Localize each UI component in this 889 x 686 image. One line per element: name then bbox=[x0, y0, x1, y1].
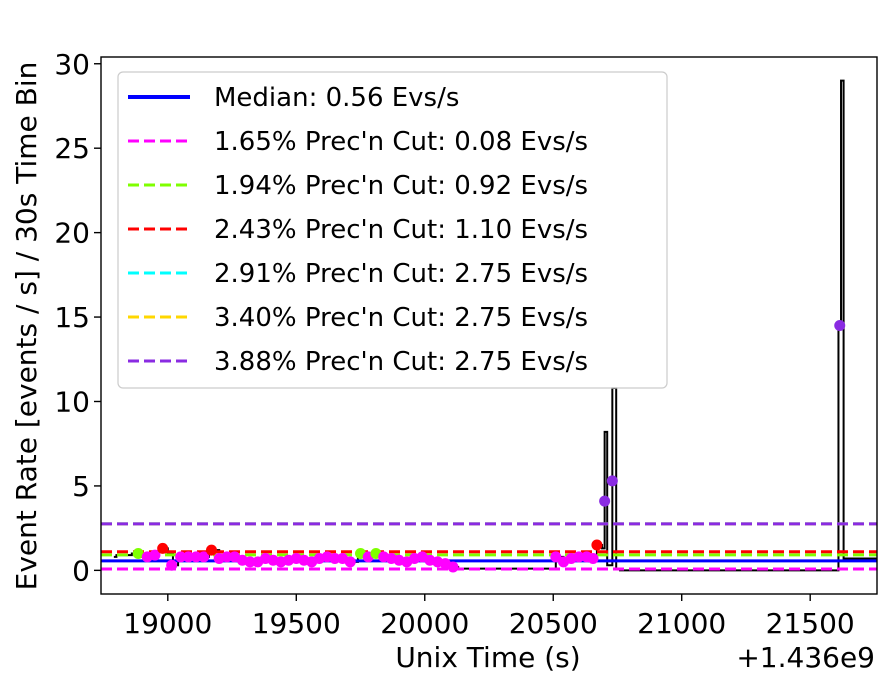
legend: Median: 0.56 Evs/s 1.65% Prec'n Cut: 0.08… bbox=[117, 71, 668, 389]
y-tick-label: 20 bbox=[54, 217, 90, 250]
data-point bbox=[190, 551, 202, 563]
data-point bbox=[344, 556, 356, 568]
y-tick-label: 5 bbox=[72, 470, 90, 503]
legend-label: 2.43% Prec'n Cut: 1.10 Evs/s bbox=[214, 215, 588, 245]
y-tick-label: 0 bbox=[72, 554, 90, 587]
legend-label: 2.91% Prec'n Cut: 2.75 Evs/s bbox=[214, 259, 588, 289]
x-tick-label: 19500 bbox=[252, 607, 341, 640]
y-axis-label: Event Rate [events / s] / 30s Time Bin bbox=[10, 62, 43, 591]
y-tick-label: 30 bbox=[54, 48, 90, 81]
data-point bbox=[329, 553, 341, 565]
data-point bbox=[198, 551, 210, 563]
data-point bbox=[591, 539, 603, 551]
legend-label: 3.40% Prec'n Cut: 2.75 Evs/s bbox=[214, 303, 588, 333]
legend-label: Median: 0.56 Evs/s bbox=[214, 83, 459, 113]
data-point bbox=[573, 551, 585, 563]
y-tick-label: 25 bbox=[54, 132, 90, 165]
x-tick-label: 20000 bbox=[380, 607, 469, 640]
data-layer bbox=[101, 79, 877, 573]
x-axis-label: Unix Time (s) bbox=[395, 641, 580, 674]
x-tick-label: 19000 bbox=[123, 607, 212, 640]
plot-content bbox=[101, 79, 877, 573]
y-tick-label: 15 bbox=[54, 301, 90, 334]
data-point bbox=[157, 542, 169, 554]
data-point bbox=[606, 475, 618, 487]
legend-box bbox=[117, 71, 668, 389]
data-point bbox=[132, 547, 144, 559]
legend-label: 1.94% Prec'n Cut: 0.92 Evs/s bbox=[214, 171, 588, 201]
data-point bbox=[244, 556, 256, 568]
x-axis-offset-label: +1.436e9 bbox=[736, 641, 875, 674]
data-point bbox=[149, 549, 161, 561]
legend-label: 3.88% Prec'n Cut: 2.75 Evs/s bbox=[214, 347, 588, 377]
data-point bbox=[166, 559, 178, 571]
y-tick-label: 10 bbox=[54, 385, 90, 418]
plot-area-frame bbox=[100, 56, 878, 595]
data-point bbox=[834, 320, 846, 331]
data-point bbox=[205, 544, 217, 556]
x-tick-label: 21000 bbox=[637, 607, 726, 640]
data-point bbox=[221, 551, 233, 563]
data-point bbox=[175, 551, 187, 563]
data-point bbox=[599, 495, 611, 507]
legend-label: 1.65% Prec'n Cut: 0.08 Evs/s bbox=[214, 127, 588, 157]
data-point bbox=[182, 551, 194, 563]
axis-ticks: 19000 19500 20000 20500 21000 21500 0 5 10 15 20 25… bbox=[54, 48, 854, 640]
data-point bbox=[587, 553, 599, 565]
data-point bbox=[447, 561, 459, 573]
x-tick-label: 20500 bbox=[509, 607, 598, 640]
x-tick-label: 21500 bbox=[766, 607, 855, 640]
